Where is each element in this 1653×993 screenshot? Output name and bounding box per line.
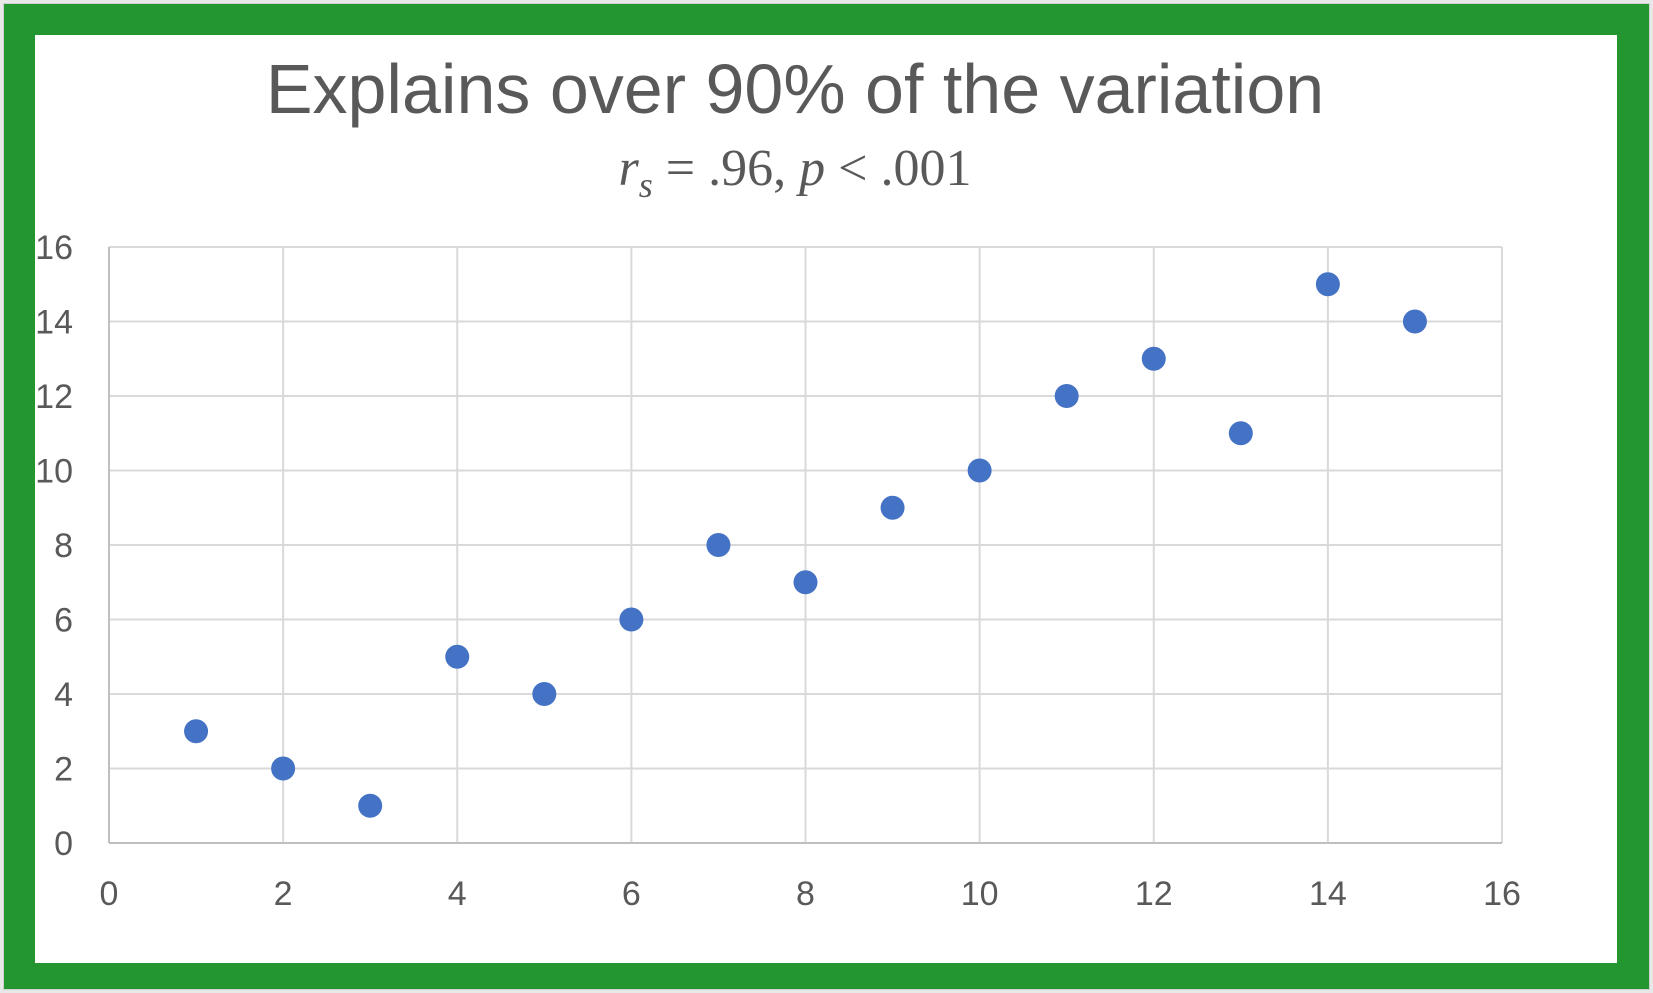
data-point — [184, 719, 209, 744]
y-tick-label: 12 — [35, 378, 73, 416]
data-point — [1054, 384, 1079, 408]
y-tick-label: 6 — [54, 602, 73, 640]
chart-panel: Explains over 90% of the variation rs = … — [35, 35, 1617, 963]
data-point — [793, 570, 818, 595]
stat-symbol: r — [619, 140, 640, 197]
stat-value: = .96, — [653, 140, 799, 197]
y-tick-label: 8 — [54, 527, 73, 565]
data-points — [184, 272, 1427, 818]
y-tick-label: 14 — [35, 304, 73, 342]
scatter-chart: Explains over 90% of the variation rs = … — [35, 50, 1521, 913]
data-point — [1228, 421, 1253, 446]
data-point — [1315, 272, 1340, 297]
x-tick-label: 2 — [274, 875, 293, 913]
data-point — [445, 644, 470, 669]
y-tick-label: 16 — [35, 229, 73, 267]
chart-subtitle: rs = .96, p < .001 — [619, 140, 972, 205]
x-tick-label: 10 — [961, 875, 999, 913]
data-point — [706, 533, 731, 557]
data-point — [1402, 309, 1427, 334]
x-tick-label: 0 — [100, 875, 119, 913]
p-value: < .001 — [825, 140, 971, 197]
data-point — [1141, 346, 1166, 371]
p-symbol: p — [795, 140, 825, 197]
data-point — [967, 458, 992, 483]
data-point — [358, 793, 383, 818]
data-point — [532, 682, 557, 706]
x-tick-label: 14 — [1309, 875, 1347, 913]
grid-lines — [109, 246, 1503, 843]
data-point — [880, 495, 905, 520]
x-tick-label: 8 — [796, 875, 815, 913]
y-tick-label: 0 — [54, 825, 73, 863]
x-tick-label: 6 — [622, 875, 641, 913]
x-tick-label: 16 — [1483, 875, 1521, 913]
x-tick-label: 4 — [448, 875, 467, 913]
y-tick-label: 2 — [54, 751, 73, 789]
stat-subscript: s — [639, 165, 653, 205]
chart-frame: Explains over 90% of the variation rs = … — [3, 3, 1650, 990]
y-tick-label: 4 — [54, 676, 73, 714]
data-point — [271, 756, 296, 781]
chart-title: Explains over 90% of the variation — [266, 50, 1324, 128]
data-point — [619, 607, 644, 632]
y-tick-label: 10 — [35, 453, 73, 491]
tick-labels: 0 2 4 6 8 10 12 14 16 0 2 4 6 8 10 12 14 16 — [35, 229, 1521, 913]
x-tick-label: 12 — [1135, 875, 1173, 913]
axes — [108, 247, 1502, 844]
